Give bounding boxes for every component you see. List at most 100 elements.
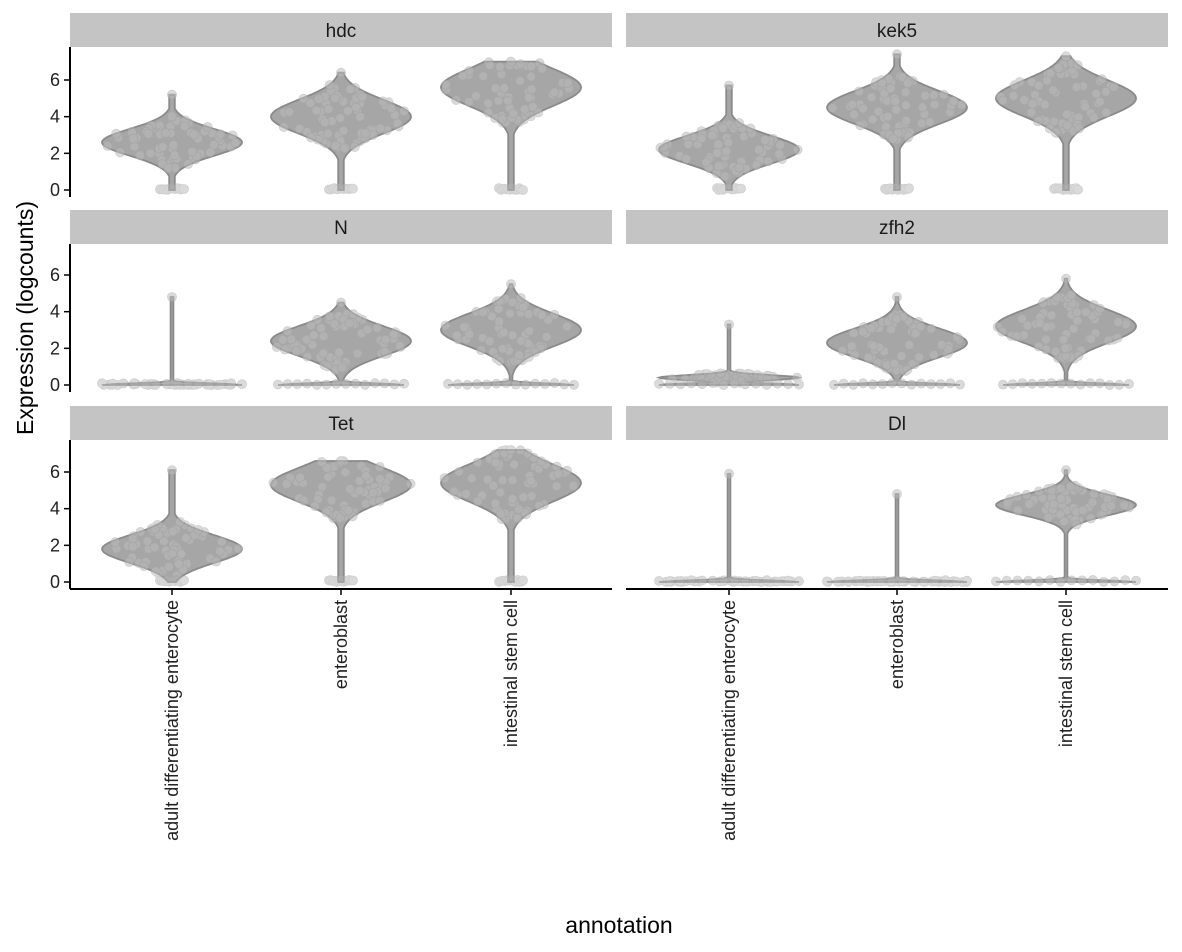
data-point: [867, 379, 878, 390]
violin-adult-differentiating-enterocyte: [101, 89, 243, 195]
data-point: [877, 379, 888, 390]
data-point: [160, 128, 171, 139]
data-point: [499, 83, 510, 93]
data-point: [849, 350, 860, 361]
data-point: [775, 140, 785, 151]
facet-strip: [70, 210, 612, 244]
data-point: [935, 379, 946, 389]
data-point: [454, 466, 465, 477]
data-points: [439, 445, 579, 587]
data-point: [478, 71, 489, 82]
data-point: [1065, 481, 1076, 492]
facet-panel-tet: Tet 0 2 4 6 adult differentiating enterocyte e…: [50, 406, 612, 841]
data-point: [472, 457, 483, 468]
data-point: [681, 154, 692, 164]
data-point: [342, 106, 353, 116]
data-point: [440, 320, 451, 331]
data-point: [295, 472, 306, 483]
data-point: [792, 144, 803, 155]
facet-panel-kek5: kek5: [626, 13, 1168, 195]
data-point: [183, 378, 194, 389]
data-point: [1113, 317, 1123, 328]
data-point: [193, 378, 204, 389]
data-point: [1061, 51, 1071, 62]
data-point: [211, 556, 222, 567]
data-point: [111, 128, 122, 139]
data-point: [214, 546, 225, 557]
data-point: [524, 351, 534, 362]
data-point: [1036, 378, 1047, 389]
data-point: [916, 118, 927, 129]
data-point: [562, 321, 572, 332]
data-point: [282, 379, 293, 389]
data-point: [476, 345, 487, 356]
data-point: [129, 378, 140, 389]
data-point: [1055, 483, 1066, 494]
data-point: [1119, 500, 1130, 511]
data-point: [1080, 102, 1091, 112]
data-point: [350, 378, 361, 389]
data-point: [1104, 380, 1115, 390]
data-point: [1048, 85, 1059, 96]
data-point: [335, 113, 346, 123]
data-point: [497, 114, 508, 124]
data-point: [150, 566, 161, 577]
facet-panel-hdc: hdc 0 2 4 6: [50, 13, 612, 200]
y-tick-label: 2: [50, 143, 60, 163]
violin-enteroblast: [826, 292, 968, 390]
data-point: [175, 517, 185, 527]
x-tick-label: intestinal stem cell: [1056, 600, 1076, 747]
data-point: [354, 485, 365, 496]
data-point: [551, 481, 562, 492]
data-point: [754, 144, 764, 155]
data-point: [537, 310, 547, 321]
data-point: [549, 309, 560, 320]
data-point: [506, 279, 516, 290]
data-point: [718, 380, 729, 390]
data-point: [515, 75, 525, 86]
data-point: [495, 509, 506, 519]
data-point: [955, 379, 965, 390]
data-point: [1060, 343, 1071, 354]
data-point: [508, 108, 519, 119]
violin-enteroblast: [270, 297, 412, 390]
data-point: [1033, 486, 1044, 497]
data-point: [457, 70, 468, 81]
data-point: [118, 378, 129, 389]
data-point: [526, 476, 536, 486]
data-point: [302, 378, 313, 389]
data-point: [863, 352, 874, 363]
data-point: [226, 378, 237, 389]
data-point: [772, 378, 783, 389]
data-point: [734, 118, 745, 128]
data-point: [334, 347, 345, 358]
data-point: [883, 111, 893, 122]
data-point: [471, 91, 481, 101]
data-point: [312, 314, 323, 325]
data-point: [847, 99, 858, 110]
data-point: [848, 328, 859, 339]
data-point: [97, 378, 107, 389]
data-point: [875, 576, 886, 587]
data-point: [1013, 505, 1023, 516]
data-point: [569, 379, 579, 390]
data-point: [340, 467, 351, 478]
data-point: [1021, 489, 1032, 500]
data-point: [324, 80, 335, 90]
data-point: [336, 297, 346, 308]
data-point: [323, 472, 334, 482]
data-point: [901, 100, 911, 111]
data-point: [707, 575, 718, 586]
y-tick-label: 0: [50, 375, 60, 395]
data-point: [1074, 123, 1085, 134]
data-point: [163, 562, 174, 572]
violin-shape: [101, 296, 243, 386]
data-point: [321, 379, 332, 390]
violin-intestinal-stem-cell: [439, 445, 582, 587]
data-points: [991, 465, 1141, 587]
data-point: [179, 184, 189, 194]
data-points: [827, 49, 967, 195]
data-point: [686, 575, 697, 586]
data-point: [928, 90, 939, 100]
data-point: [166, 111, 177, 122]
